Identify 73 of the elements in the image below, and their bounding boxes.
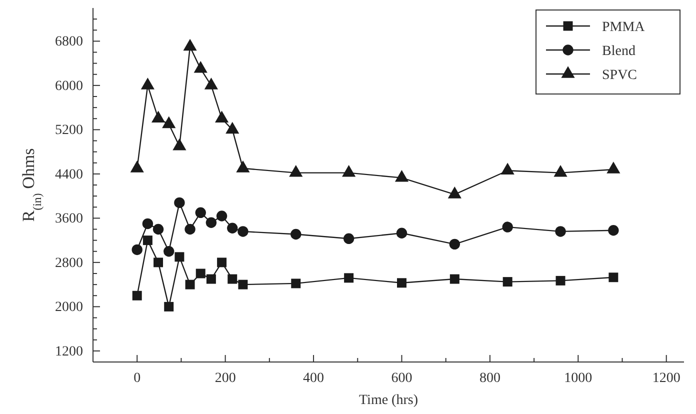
y-tick-label: 3600 [55, 212, 83, 227]
x-tick-label: 1000 [564, 370, 592, 386]
legend-label: PMMA [602, 20, 646, 35]
point [608, 272, 618, 282]
point [555, 226, 566, 237]
point [290, 228, 302, 240]
point [132, 244, 142, 256]
point [500, 162, 514, 175]
point [152, 224, 164, 235]
y-tick-label: 1200 [55, 344, 83, 360]
y-tick-label: 2800 [55, 256, 83, 271]
point [174, 252, 184, 262]
point [214, 110, 229, 123]
point [174, 197, 185, 208]
x-tick-label: 0 [134, 370, 141, 386]
point [238, 280, 248, 290]
legend-label: Blend [602, 44, 636, 59]
point [226, 122, 240, 134]
point [608, 225, 619, 236]
point [130, 160, 144, 172]
point [556, 276, 566, 286]
point [394, 170, 409, 182]
point [151, 110, 166, 123]
point [227, 222, 238, 234]
point [606, 162, 620, 174]
point [217, 258, 227, 268]
x-tick-label: 600 [391, 370, 412, 386]
point [344, 273, 354, 283]
point [289, 164, 303, 177]
point [206, 274, 216, 284]
y-tick-label: 5200 [55, 123, 83, 138]
point [185, 280, 195, 290]
point [238, 226, 248, 237]
legend-label: SPVC [602, 68, 638, 83]
point [172, 138, 186, 150]
point [154, 258, 164, 268]
y-tick-label: 6000 [55, 78, 83, 94]
point [236, 160, 250, 172]
y-tick-label: 6800 [55, 34, 83, 50]
point [164, 246, 174, 257]
point [140, 78, 154, 90]
point [343, 233, 354, 244]
point [194, 60, 208, 73]
point [502, 277, 512, 287]
point [342, 164, 356, 177]
x-tick-label: 400 [303, 370, 324, 386]
x-axis-title: Time (hrs) [359, 393, 418, 408]
point [206, 217, 217, 228]
y-tick-label: 2000 [55, 300, 83, 316]
point [396, 228, 408, 238]
point [554, 164, 568, 177]
point [195, 207, 206, 218]
point [164, 302, 174, 312]
y-tick-label: 4400 [55, 167, 83, 182]
x-tick-label: 1200 [652, 370, 680, 386]
point [196, 268, 206, 278]
point [183, 38, 197, 51]
point [228, 274, 238, 284]
point [449, 238, 460, 250]
x-tick-label: 800 [479, 370, 500, 386]
point [142, 236, 152, 246]
point [450, 274, 460, 284]
point [204, 78, 218, 90]
point [216, 210, 228, 222]
point [291, 278, 301, 288]
x-tick-label: 200 [214, 370, 236, 386]
point [162, 116, 176, 128]
point [184, 224, 196, 235]
point [448, 186, 462, 198]
point [502, 222, 513, 232]
point [132, 290, 142, 300]
point [396, 278, 406, 288]
point [142, 218, 154, 230]
